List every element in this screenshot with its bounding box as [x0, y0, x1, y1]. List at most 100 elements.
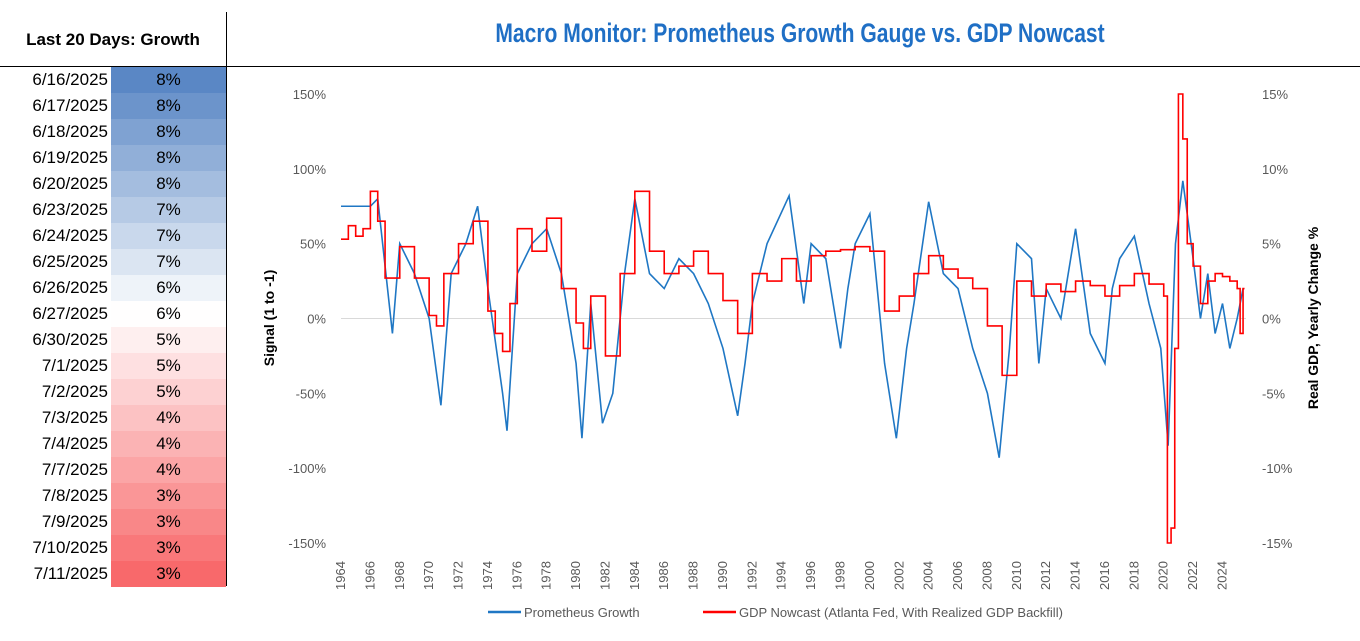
row-date: 6/18/2025 — [32, 122, 108, 141]
table-divider — [226, 12, 227, 586]
y-tick-label: -100% — [288, 461, 326, 476]
y-tick-label: 50% — [300, 237, 326, 252]
x-tick-label: 1966 — [362, 561, 377, 590]
row-value: 3% — [111, 535, 226, 561]
x-tick-label: 2022 — [1185, 561, 1200, 590]
y2-tick-label: 0% — [1262, 312, 1281, 327]
y-tick-label: -50% — [296, 386, 327, 401]
x-tick-label: 1998 — [833, 561, 848, 590]
row-date: 7/11/2025 — [33, 564, 108, 583]
x-tick-label: 1984 — [627, 561, 642, 590]
row-value: 7% — [111, 223, 226, 249]
row-date: 6/19/2025 — [32, 148, 108, 167]
table-row: 6/19/2025 8% — [0, 145, 226, 171]
table-row: 7/10/2025 3% — [0, 535, 226, 561]
y2-tick-label: 5% — [1262, 237, 1281, 252]
row-value: 3% — [111, 509, 226, 535]
x-tick-label: 1968 — [392, 561, 407, 590]
x-tick-label: 2012 — [1038, 561, 1053, 590]
table-row: 6/30/2025 5% — [0, 327, 226, 353]
chart-title: Macro Monitor: Prometheus Growth Gauge v… — [495, 18, 1105, 48]
row-date: 7/9/2025 — [41, 512, 108, 531]
y-tick-label: 100% — [293, 162, 327, 177]
table-row: 7/1/2025 5% — [0, 353, 226, 379]
y2-tick-label: -5% — [1262, 386, 1286, 401]
row-date: 7/3/2025 — [41, 408, 108, 427]
x-tick-label: 2006 — [950, 561, 965, 590]
x-tick-label: 1988 — [686, 561, 701, 590]
row-value: 4% — [111, 431, 226, 457]
table-row: 7/7/2025 4% — [0, 457, 226, 483]
x-tick-label: 2008 — [979, 561, 994, 590]
x-tick-label: 2002 — [891, 561, 906, 590]
table-row: 7/9/2025 3% — [0, 509, 226, 535]
table-row: 6/27/2025 6% — [0, 301, 226, 327]
x-tick-label: 2016 — [1097, 561, 1112, 590]
table-row: 6/26/2025 6% — [0, 275, 226, 301]
x-tick-label: 2020 — [1156, 561, 1171, 590]
x-tick-label: 1982 — [597, 561, 612, 590]
row-value: 3% — [111, 561, 226, 587]
table-row: 7/4/2025 4% — [0, 431, 226, 457]
table-row: 7/11/2025 3% — [0, 561, 226, 587]
x-tick-label: 1964 — [333, 561, 348, 590]
x-tick-label: 1992 — [744, 561, 759, 590]
y2-tick-label: 10% — [1262, 162, 1288, 177]
row-value: 7% — [111, 197, 226, 223]
table-row: 6/20/2025 8% — [0, 171, 226, 197]
table-header: Last 20 Days: Growth — [26, 30, 200, 49]
row-date: 6/16/2025 — [32, 70, 108, 89]
x-tick-label: 2014 — [1068, 561, 1083, 590]
row-value: 8% — [111, 93, 226, 119]
row-value: 5% — [111, 327, 226, 353]
x-tick-label: 2024 — [1214, 561, 1229, 590]
y2-tick-label: -10% — [1262, 461, 1293, 476]
x-tick-label: 1974 — [480, 561, 495, 590]
y2-tick-label: -15% — [1262, 536, 1293, 551]
y2-tick-label: 15% — [1262, 87, 1288, 102]
y-axis-label: Signal (1 to -1) — [261, 270, 277, 366]
row-value: 8% — [111, 119, 226, 145]
x-tick-label: 1990 — [715, 561, 730, 590]
y-tick-label: 0% — [307, 312, 326, 327]
row-date: 6/25/2025 — [32, 252, 108, 271]
series-line-gdp-nowcast — [341, 93, 1245, 544]
row-value: 3% — [111, 483, 226, 509]
row-date: 6/20/2025 — [32, 174, 108, 193]
row-date: 7/10/2025 — [32, 538, 108, 557]
row-date: 6/24/2025 — [32, 226, 108, 245]
row-value: 6% — [111, 301, 226, 327]
row-date: 7/8/2025 — [41, 486, 108, 505]
row-value: 5% — [111, 379, 226, 405]
y-tick-label: -150% — [288, 536, 326, 551]
row-date: 6/27/2025 — [32, 304, 108, 323]
x-tick-label: 1976 — [509, 561, 524, 590]
x-tick-label: 1986 — [656, 561, 671, 590]
y-tick-label: 150% — [293, 87, 327, 102]
row-value: 4% — [111, 405, 226, 431]
row-value: 8% — [111, 145, 226, 171]
table-row: 6/23/2025 7% — [0, 197, 226, 223]
row-value: 5% — [111, 353, 226, 379]
row-value: 8% — [111, 67, 226, 93]
y2-axis-label: Real GDP, Yearly Change % — [1305, 226, 1321, 409]
x-tick-label: 1972 — [451, 561, 466, 590]
x-tick-label: 2010 — [1009, 561, 1024, 590]
growth-table: 6/16/2025 8% 6/17/2025 8% 6/18/2025 8% 6/19/20… — [0, 67, 226, 587]
table-row: 6/16/2025 8% — [0, 67, 226, 93]
x-tick-label: 2018 — [1126, 561, 1141, 590]
row-date: 6/17/2025 — [32, 96, 108, 115]
x-tick-label: 2004 — [921, 561, 936, 590]
x-tick-label: 1980 — [568, 561, 583, 590]
x-tick-label: 1978 — [539, 561, 554, 590]
header-divider — [0, 66, 1360, 67]
row-date: 7/1/2025 — [41, 356, 108, 375]
row-date: 6/26/2025 — [32, 278, 108, 297]
table-row: 7/3/2025 4% — [0, 405, 226, 431]
row-date: 7/4/2025 — [41, 434, 108, 453]
table-row: 6/17/2025 8% — [0, 93, 226, 119]
row-date: 7/7/2025 — [41, 460, 108, 479]
table-row: 6/24/2025 7% — [0, 223, 226, 249]
table-row: 6/18/2025 8% — [0, 119, 226, 145]
